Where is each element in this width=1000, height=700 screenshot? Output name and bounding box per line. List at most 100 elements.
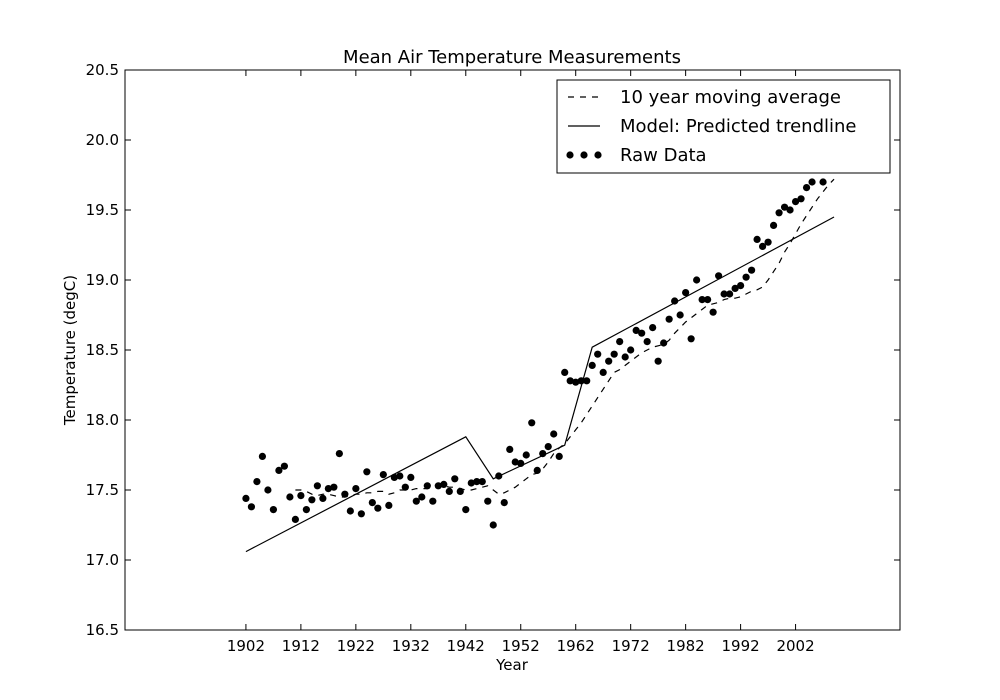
data-point [473,478,481,486]
x-tick-label: 2002 [776,637,814,655]
data-point [654,357,662,365]
data-point [319,494,327,502]
data-point [566,377,574,385]
data-point [484,497,492,505]
data-point [280,462,288,470]
data-point [313,482,321,490]
x-tick-label: 1982 [667,637,705,655]
data-point [610,350,618,358]
data-point [676,311,684,319]
data-point [742,273,750,281]
y-tick-label: 19.5 [86,201,119,219]
data-point [517,459,525,467]
data-point [423,482,431,490]
series-line-10-year-moving-average [295,178,835,498]
data-point [797,195,805,203]
data-point [429,497,437,505]
x-tick-label: 1902 [227,637,265,655]
data-point [247,503,256,511]
data-point [572,378,580,386]
data-point [693,276,701,284]
data-point [632,326,640,334]
legend-marker [580,151,588,159]
data-point [291,515,299,524]
data-point [583,377,591,385]
data-point [555,452,563,460]
x-tick-label: 1972 [612,637,650,655]
data-point [462,506,470,514]
data-point [780,203,789,211]
data-point [445,487,453,495]
data-point [621,353,629,361]
data-point [286,493,294,501]
data-point [330,483,338,491]
y-tick-label: 19.0 [86,271,119,289]
data-point [412,497,420,505]
y-tick-label: 20.0 [86,131,119,149]
x-axis-label: Year [495,656,529,674]
legend: 10 year moving average Model: Predicted t… [556,79,891,174]
data-point [352,485,360,493]
data-point [665,315,673,323]
y-tick-label: 18.5 [86,341,119,359]
data-point [264,486,272,494]
data-point [269,506,278,514]
data-point [682,289,690,297]
data-point [495,472,503,480]
data-point [385,501,393,509]
data-point [594,350,602,358]
data-point [649,324,657,332]
data-point [550,430,558,438]
data-point [253,478,261,486]
data-point [737,282,745,290]
data-point [671,297,679,305]
legend-label: 10 year moving average [620,87,841,108]
data-point [627,346,635,354]
data-point [720,290,728,298]
x-tick-label: 1922 [337,637,375,655]
data-point [616,338,624,346]
x-tick-label: 1992 [722,637,760,655]
data-point [709,308,717,316]
data-point [396,472,404,480]
data-point [478,478,486,486]
data-point [511,458,519,466]
data-point [605,357,613,365]
data-point [599,368,607,376]
y-axis-label: Temperature (degC) [61,275,79,426]
data-point [440,480,448,488]
x-tick-label: 1952 [502,637,540,655]
data-point [533,466,541,474]
data-point [577,377,585,385]
data-point [791,198,800,206]
data-point [698,296,706,304]
data-point [242,494,250,502]
legend-marker [594,151,602,159]
y-tick-label: 16.5 [86,621,119,639]
y-tick-label: 17.0 [86,551,119,569]
data-point [341,490,349,498]
data-point [819,178,827,186]
y-tick-label: 20.5 [86,61,119,79]
x-tick-label: 1932 [392,637,430,655]
data-point [374,504,382,512]
data-point [522,451,530,459]
data-point [379,471,387,479]
data-point [704,296,712,304]
data-point [467,479,475,487]
data-point [758,242,767,250]
data-point [456,487,464,495]
legend-marker [566,151,574,159]
data-point [407,473,415,481]
data-point [390,473,398,481]
data-point [660,339,668,347]
data-point [302,506,310,514]
data-point [451,475,459,483]
data-point [275,466,283,474]
x-tick-label: 1962 [557,637,595,655]
data-point [363,468,371,476]
x-tick-label: 1942 [447,637,485,655]
data-point [764,238,772,246]
